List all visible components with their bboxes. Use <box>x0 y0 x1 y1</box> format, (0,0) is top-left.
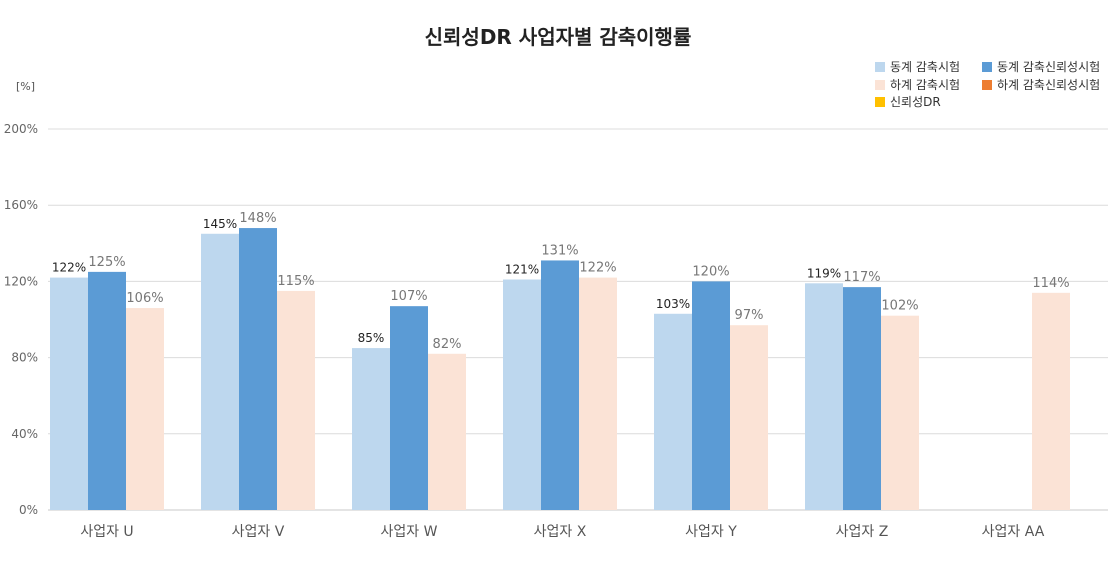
bar <box>843 287 881 510</box>
data-label: 107% <box>390 289 427 304</box>
y-tick-label: 80% <box>11 351 38 365</box>
y-axis-unit-label: [%] <box>16 80 35 93</box>
chart-title: 신뢰성DR 사업자별 감축이행률 <box>425 25 692 49</box>
legend-swatch <box>875 97 885 107</box>
bar <box>541 260 579 510</box>
data-label: 102% <box>881 299 918 314</box>
legend-swatch <box>982 80 992 90</box>
bar <box>579 277 617 510</box>
bar <box>277 290 315 510</box>
bar <box>126 308 164 510</box>
data-label: 85% <box>358 331 385 345</box>
bar <box>692 281 730 510</box>
data-label: 131% <box>541 243 578 258</box>
legend-swatch <box>982 62 992 72</box>
bar <box>50 277 88 510</box>
data-label: 97% <box>735 308 764 323</box>
data-label: 125% <box>88 255 125 270</box>
legend-item: 동계 감축신뢰성시험 <box>982 60 1100 74</box>
bar <box>390 306 428 510</box>
legend-label: 동계 감축시험 <box>890 60 960 74</box>
legend-label: 하계 감축신뢰성시험 <box>997 78 1100 92</box>
data-label: 103% <box>656 297 690 311</box>
bars <box>50 228 1070 510</box>
bar <box>730 325 768 510</box>
category-label: 사업자 AA <box>982 524 1045 540</box>
bar <box>352 348 390 510</box>
bar <box>881 315 919 510</box>
legend-label: 신뢰성DR <box>890 95 941 109</box>
bar <box>88 271 126 510</box>
y-tick-label: 0% <box>19 503 38 517</box>
data-label: 106% <box>126 291 163 306</box>
category-label: 사업자 U <box>80 524 133 540</box>
category-label: 사업자 W <box>381 524 438 540</box>
data-label: 122% <box>579 261 616 276</box>
data-label: 82% <box>433 337 462 352</box>
legend-swatch <box>875 62 885 72</box>
legend-label: 동계 감축신뢰성시험 <box>997 60 1100 74</box>
data-label: 115% <box>277 274 314 289</box>
category-label: 사업자 Y <box>685 524 737 540</box>
category-label: 사업자 X <box>534 524 587 540</box>
category-label: 사업자 Z <box>836 524 889 540</box>
legend-label: 하계 감축시험 <box>890 78 960 92</box>
y-tick-label: 160% <box>4 198 38 212</box>
data-label: 117% <box>843 270 880 285</box>
y-tick-label: 200% <box>4 122 38 136</box>
bar <box>805 283 843 510</box>
data-label: 119% <box>807 266 841 280</box>
bar <box>654 313 692 510</box>
category-labels: 사업자 U 사업자 V 사업자 W 사업자 X 사업자 Y 사업자 Z 사업자 AA <box>80 524 1044 540</box>
y-axis-ticks: 0% 40% 80% 120% 160% 200% <box>4 122 38 517</box>
legend-item: 신뢰성DR <box>875 95 941 109</box>
data-label: 148% <box>239 211 276 226</box>
y-tick-label: 120% <box>4 274 38 288</box>
data-labels: 122%145%85%121%103%119%125%148%107%131%1… <box>52 211 1070 352</box>
bar <box>1032 292 1070 510</box>
legend-item: 하계 감축시험 <box>875 78 960 92</box>
data-label: 114% <box>1032 276 1069 291</box>
data-label: 121% <box>505 262 539 276</box>
bar <box>428 353 466 510</box>
data-label: 120% <box>692 264 729 279</box>
category-label: 사업자 V <box>232 524 285 540</box>
data-label: 122% <box>52 261 86 275</box>
bar <box>503 279 541 510</box>
y-tick-label: 40% <box>11 427 38 441</box>
bar <box>201 233 239 510</box>
data-label: 145% <box>203 217 237 231</box>
bar <box>239 228 277 510</box>
legend-item: 동계 감축시험 <box>875 60 960 74</box>
legend-swatch <box>875 80 885 90</box>
legend-item: 하계 감축신뢰성시험 <box>982 78 1100 92</box>
